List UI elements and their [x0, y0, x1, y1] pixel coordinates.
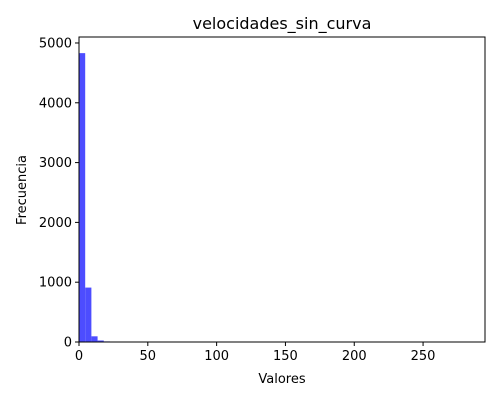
histogram-bar-3	[97, 340, 104, 342]
histogram-bars	[79, 53, 123, 342]
histogram-bar-1	[85, 287, 92, 342]
plot-frame	[78, 36, 486, 343]
y-axis-ticks: 0 1000 2000 3000 4000 5000	[39, 36, 79, 351]
x-tick-label-3: 150	[273, 349, 298, 364]
y-tick-label-0: 0	[64, 336, 72, 351]
y-tick-label-2: 2000	[39, 216, 72, 231]
histogram-bar-2	[91, 336, 98, 342]
chart-title: velocidades_sin_curva	[193, 14, 372, 34]
y-tick-label-5: 5000	[39, 36, 72, 51]
histogram-bar-0	[79, 53, 86, 342]
x-tick-label-5: 250	[411, 349, 436, 364]
x-tick-label-1: 50	[140, 349, 157, 364]
y-tick-label-4: 4000	[39, 96, 72, 111]
x-axis-label: Valores	[258, 372, 305, 387]
y-axis-label: Frecuencia	[15, 155, 30, 225]
x-axis-ticks: 0 50 100 150 200 250	[75, 342, 436, 364]
y-tick-label-3: 3000	[39, 156, 72, 171]
x-tick-label-4: 200	[342, 349, 367, 364]
y-tick-label-1: 1000	[39, 276, 72, 291]
x-tick-label-0: 0	[75, 349, 83, 364]
x-tick-label-2: 100	[204, 349, 229, 364]
